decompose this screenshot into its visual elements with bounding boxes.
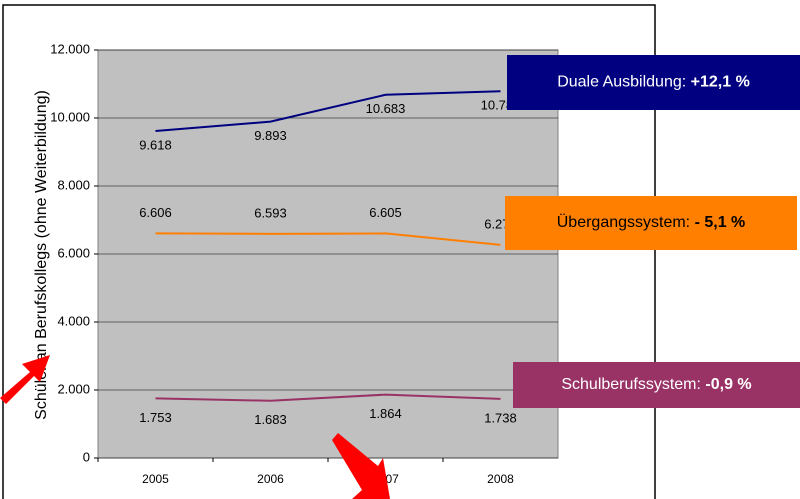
data-label: 6.605 (369, 205, 402, 220)
data-label: 1.753 (139, 410, 172, 425)
data-label: 9.618 (139, 137, 172, 152)
y-tick-label: 4.000 (57, 313, 90, 328)
annotation-text: Übergangssystem: (557, 213, 695, 231)
annotation-text: Schulberufssystem: (561, 376, 705, 393)
annotation: Schulberufssystem: -0,9 % (561, 376, 751, 393)
x-tick-label: 2006 (257, 472, 284, 486)
y-axis-label: Schüler an Berufskollegs (ohne Weiterbil… (33, 90, 50, 420)
data-label: 1.683 (254, 412, 287, 427)
annotation-box (513, 362, 800, 408)
annotation-emphasis: - 5,1 % (695, 214, 746, 231)
line (155, 232, 501, 246)
annotation: Duale Ausbildung: +12,1 % (557, 74, 750, 91)
y-tick-label: 6.000 (57, 245, 90, 260)
data-label: 1.864 (369, 406, 402, 421)
x-tick-label: 2005 (142, 472, 169, 486)
y-tick-label: 8.000 (57, 177, 90, 192)
arrow (332, 433, 390, 499)
x-tick-label: 2008 (487, 472, 514, 486)
annotation: Übergangssystem: - 5,1 % (557, 213, 746, 231)
annotation-emphasis: +12,1 % (691, 74, 750, 91)
data-label: 1.738 (484, 410, 517, 425)
data-label: 6.606 (139, 205, 172, 220)
annotation-emphasis: -0,9 % (705, 376, 751, 393)
line (155, 393, 501, 402)
y-tick-label: 12.000 (50, 41, 90, 56)
data-label: 10.683 (366, 101, 406, 116)
line (155, 90, 501, 132)
y-tick-label: 10.000 (50, 109, 90, 124)
frame (2, 4, 656, 499)
y-tick-label: 0 (83, 449, 90, 464)
data-label: 6.593 (254, 205, 287, 220)
annotation-box (507, 55, 800, 110)
data-label: 9.893 (254, 128, 287, 143)
y-tick-label: 2.000 (57, 381, 90, 396)
annotation-text: Duale Ausbildung: (557, 74, 690, 91)
arrow (0, 355, 50, 404)
annotation-box (505, 196, 797, 250)
